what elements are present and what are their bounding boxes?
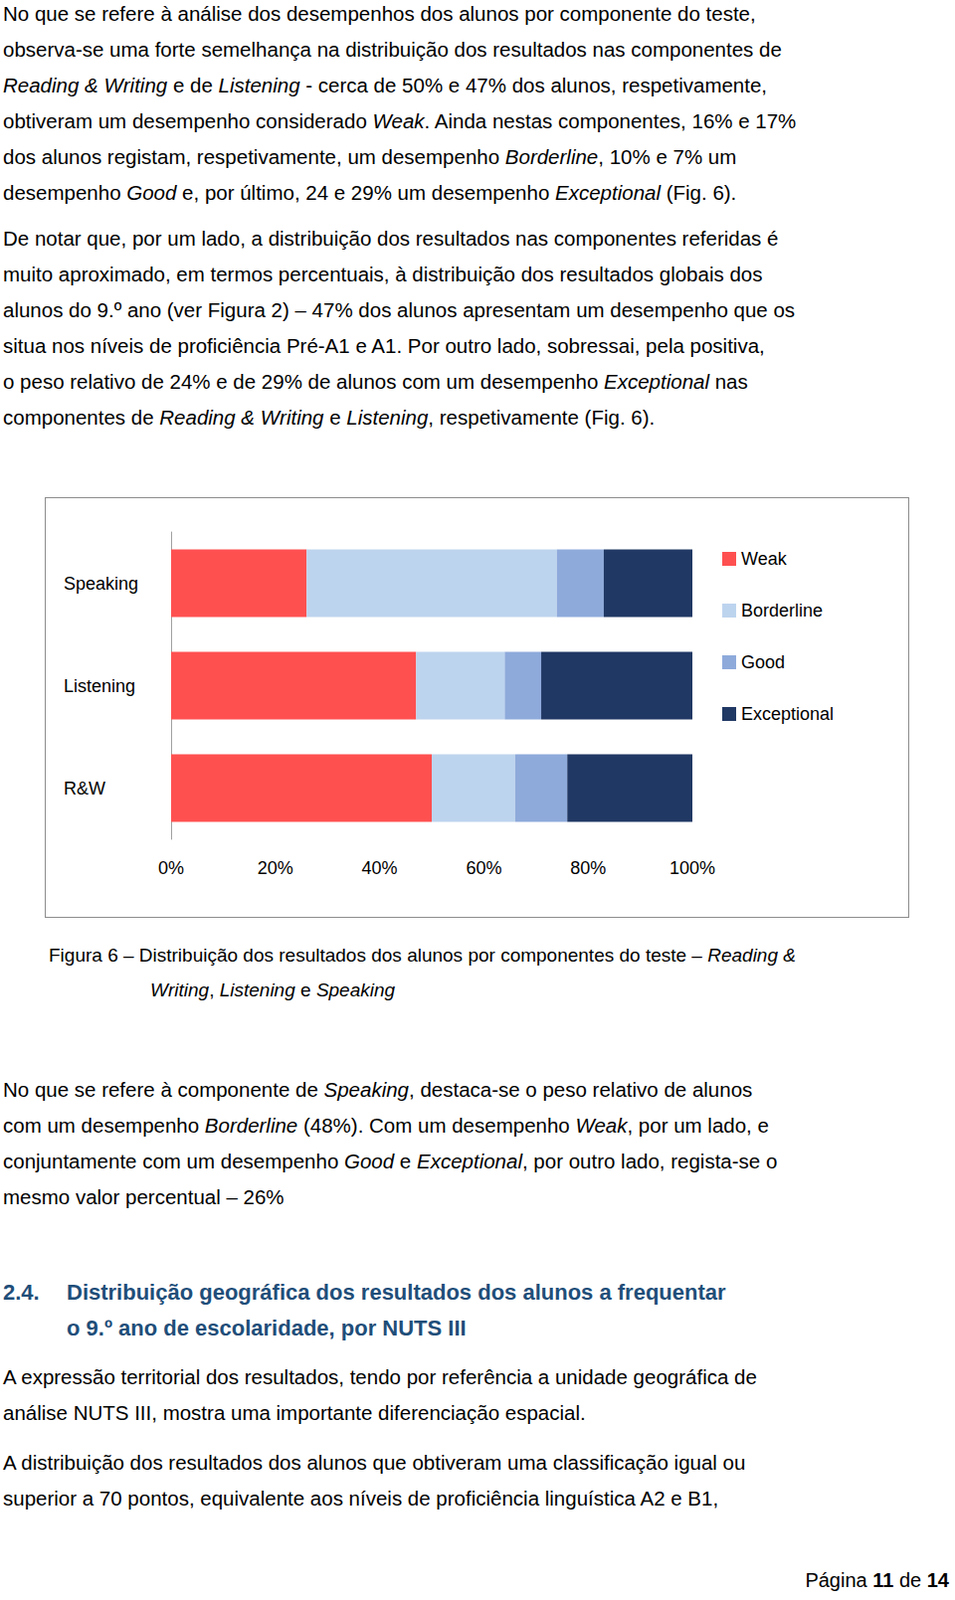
html-text:Página 11 de 14: Página 11 de 14 [805,1569,950,1592]
html-text:Reading & Writing e de Listeni: Reading & Writing e de Listening - cerca… [2,73,768,97]
svg-text:Good: Good [741,652,785,673]
html-text:Figura 6 – Distribuição dos re: Figura 6 – Distribuição dos resultados d… [48,945,796,966]
svg-text:100%: 100% [669,858,716,879]
svg-text:Listening: Listening [63,676,136,697]
svg-text:Speaking: Speaking [63,573,139,594]
svg-text:Weak: Weak [741,549,788,570]
html-text:alunos do 9.º ano (ver Figura: alunos do 9.º ano (ver Figura 2) – 47% d… [2,298,795,322]
svg-text:Borderline: Borderline [741,600,823,621]
svg-text:R&W: R&W [63,778,106,799]
html-text:muito aproximado, em termos pe: muito aproximado, em termos percentuais,… [2,262,763,286]
html-text:De notar que, por um lado, a d: De notar que, por um lado, a distribuiçã… [2,226,779,250]
svg-text:20%: 20% [257,858,294,879]
html-text:A expressão territorial dos re: A expressão territorial dos resultados, … [2,1365,757,1389]
svg-text:40%: 40% [362,858,398,879]
html-text:conjuntamente com um desempenh: conjuntamente com um desempenho Good e E… [2,1149,778,1173]
html-text:o 9.º ano de escolaridade, por: o 9.º ano de escolaridade, por NUTS III [66,1316,467,1341]
html-text:mesmo valor percentual – 26%: mesmo valor percentual – 26% [2,1185,285,1209]
svg-text:0%: 0% [158,858,185,879]
html-text:No que se refere à componente: No que se refere à componente de Speakin… [2,1078,753,1102]
svg-text:80%: 80% [570,858,606,879]
svg-text:60%: 60% [465,858,502,879]
html-text:Distribuição geográfica dos re: Distribuição geográfica dos resultados d… [66,1280,726,1306]
html-text:desempenho Good e, por último,: desempenho Good e, por último, 24 e 29% … [2,181,737,204]
html-text:superior a 70 pontos, equivale: superior a 70 pontos, equivalente aos ní… [2,1487,719,1511]
html-text:A distribuição dos resultados: A distribuição dos resultados dos alunos… [2,1451,746,1475]
html-text:dos alunos registam, respetiva: dos alunos registam, respetivamente, um … [2,145,737,169]
html-text:obtiveram um desempenho consid: obtiveram um desempenho considerado Weak… [2,109,797,133]
html-text:observa-se uma forte semelhanç: observa-se uma forte semelhança na distr… [2,37,782,61]
html-text:análise NUTS III, mostra uma i: análise NUTS III, mostra uma importante … [2,1401,586,1425]
html-text:Writing, Listening e Speaking: Writing, Listening e Speaking [150,979,396,1001]
html-text:o peso relativo de 24% e de 29: o peso relativo de 24% e de 29% de aluno… [2,370,748,393]
html-text:situa nos níveis de proficiênc: situa nos níveis de proficiência Pré-A1 … [2,334,765,358]
html-text:2.4.: 2.4. [2,1280,40,1306]
svg-text:Exceptional: Exceptional [741,704,834,725]
html-text:componentes de Reading & Writi: componentes de Reading & Writing e Liste… [2,405,655,429]
html-text:No que se refere à análise dos: No que se refere à análise dos desempenh… [2,1,756,25]
html-text:com um desempenho Borderline (: com um desempenho Borderline (48%). Com … [2,1114,769,1138]
